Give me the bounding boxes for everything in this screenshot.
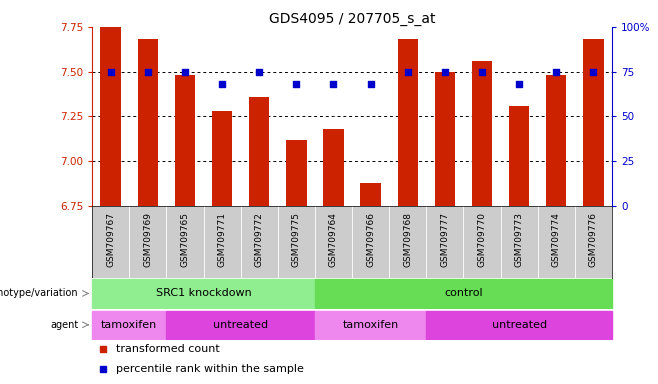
Bar — [323, 129, 343, 206]
Point — [365, 81, 376, 87]
Text: GSM709774: GSM709774 — [552, 212, 561, 267]
Bar — [92, 311, 166, 339]
Point — [291, 81, 301, 87]
Point — [588, 69, 599, 75]
Bar — [138, 40, 158, 206]
Bar — [583, 40, 603, 206]
Bar — [249, 97, 269, 206]
Text: control: control — [444, 288, 483, 298]
Point — [180, 69, 190, 75]
Text: genotype/variation: genotype/variation — [0, 288, 78, 298]
Title: GDS4095 / 207705_s_at: GDS4095 / 207705_s_at — [268, 12, 436, 26]
Bar — [101, 27, 121, 206]
Text: GSM709766: GSM709766 — [366, 212, 375, 267]
Text: GSM709769: GSM709769 — [143, 212, 152, 267]
Bar — [472, 61, 492, 206]
Bar — [546, 75, 567, 206]
Bar — [92, 279, 315, 308]
Point — [403, 69, 413, 75]
Bar — [286, 140, 307, 206]
Text: GSM709765: GSM709765 — [180, 212, 190, 267]
Point — [217, 81, 228, 87]
Text: tamoxifen: tamoxifen — [342, 320, 399, 330]
Point — [514, 81, 524, 87]
Point — [476, 69, 487, 75]
Bar — [361, 183, 381, 206]
Text: GSM709770: GSM709770 — [478, 212, 486, 267]
Text: tamoxifen: tamoxifen — [101, 320, 157, 330]
Point — [440, 69, 450, 75]
Text: GSM709772: GSM709772 — [255, 212, 264, 267]
Point — [254, 69, 265, 75]
Point — [143, 69, 153, 75]
Bar — [315, 311, 426, 339]
Text: GSM709771: GSM709771 — [218, 212, 226, 267]
Text: percentile rank within the sample: percentile rank within the sample — [116, 364, 303, 374]
Text: GSM709764: GSM709764 — [329, 212, 338, 267]
Point — [105, 69, 116, 75]
Bar — [212, 111, 232, 206]
Bar — [315, 279, 612, 308]
Point — [328, 81, 339, 87]
Text: agent: agent — [50, 320, 78, 330]
Text: SRC1 knockdown: SRC1 knockdown — [156, 288, 251, 298]
Bar — [426, 311, 612, 339]
Text: untreated: untreated — [492, 320, 547, 330]
Bar — [397, 40, 418, 206]
Text: transformed count: transformed count — [116, 344, 219, 354]
Bar — [509, 106, 529, 206]
Bar — [435, 72, 455, 206]
Bar — [166, 311, 315, 339]
Text: GSM709767: GSM709767 — [106, 212, 115, 267]
Point — [551, 69, 561, 75]
Text: untreated: untreated — [213, 320, 268, 330]
Bar — [175, 75, 195, 206]
Text: GSM709777: GSM709777 — [440, 212, 449, 267]
Text: GSM709768: GSM709768 — [403, 212, 412, 267]
Text: GSM709773: GSM709773 — [515, 212, 524, 267]
Text: GSM709776: GSM709776 — [589, 212, 598, 267]
Text: GSM709775: GSM709775 — [292, 212, 301, 267]
